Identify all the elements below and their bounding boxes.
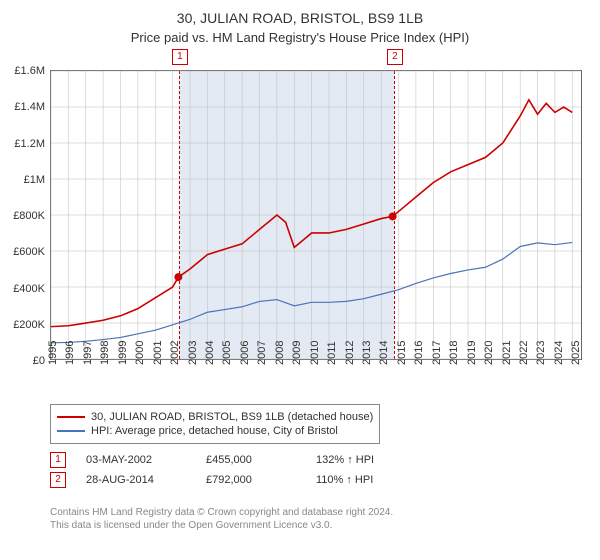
plot-svg [51, 71, 581, 359]
x-tick-label: 2025 [570, 341, 582, 365]
y-tick-label: £800K [13, 210, 45, 222]
sale-point-1 [174, 273, 182, 281]
y-tick-label: £200K [13, 319, 45, 331]
x-tick-label: 2018 [448, 341, 460, 365]
legend: 30, JULIAN ROAD, BRISTOL, BS9 1LB (detac… [50, 404, 380, 444]
legend-swatch-hpi [57, 430, 85, 432]
x-tick-label: 2003 [187, 341, 199, 365]
sale-price: £455,000 [206, 454, 296, 466]
sale-index: 1 [50, 452, 66, 468]
x-tick-label: 1999 [117, 341, 129, 365]
sale-delta: 110% ↑ HPI [316, 474, 373, 486]
x-tick-label: 2016 [413, 341, 425, 365]
x-tick-label: 2023 [535, 341, 547, 365]
title-sub: Price paid vs. HM Land Registry's House … [0, 30, 600, 45]
sale-row: 1 03-MAY-2002 £455,000 132% ↑ HPI [50, 452, 374, 468]
y-tick-label: £1M [24, 174, 45, 186]
x-tick-label: 2014 [378, 341, 390, 365]
marker-box-1: 1 [172, 49, 188, 65]
x-tick-label: 2004 [204, 341, 216, 365]
credits-line2: This data is licensed under the Open Gov… [50, 519, 393, 532]
x-tick-label: 2008 [274, 341, 286, 365]
y-tick-label: £1.4M [14, 101, 45, 113]
x-tick-label: 2024 [553, 341, 565, 365]
x-tick-label: 2012 [344, 341, 356, 365]
y-tick-label: £1.2M [14, 138, 45, 150]
y-tick-label: £0 [33, 355, 45, 367]
x-tick-label: 2017 [431, 341, 443, 365]
sale-date: 03-MAY-2002 [86, 454, 186, 466]
x-tick-label: 2021 [501, 341, 513, 365]
x-tick-label: 2013 [361, 341, 373, 365]
x-tick-label: 1995 [47, 341, 59, 365]
legend-label-property: 30, JULIAN ROAD, BRISTOL, BS9 1LB (detac… [91, 411, 373, 423]
sale-delta: 132% ↑ HPI [316, 454, 374, 466]
y-tick-label: £400K [13, 283, 45, 295]
x-tick-label: 1998 [99, 341, 111, 365]
x-tick-label: 2011 [326, 341, 338, 365]
sales-table: 1 03-MAY-2002 £455,000 132% ↑ HPI 2 28-AUG-20… [50, 448, 374, 492]
x-tick-label: 2009 [291, 341, 303, 365]
x-tick-label: 2015 [396, 341, 408, 365]
y-tick-label: £600K [13, 246, 45, 258]
legend-item-property: 30, JULIAN ROAD, BRISTOL, BS9 1LB (detac… [57, 411, 373, 423]
legend-item-hpi: HPI: Average price, detached house, City… [57, 425, 373, 437]
x-tick-label: 2000 [134, 341, 146, 365]
x-tick-label: 2010 [309, 341, 321, 365]
sale-date: 28-AUG-2014 [86, 474, 186, 486]
legend-swatch-property [57, 416, 85, 418]
x-tick-label: 1996 [64, 341, 76, 365]
x-tick-label: 2007 [256, 341, 268, 365]
sale-row: 2 28-AUG-2014 £792,000 110% ↑ HPI [50, 472, 374, 488]
sale-price: £792,000 [206, 474, 296, 486]
x-tick-label: 2019 [466, 341, 478, 365]
x-tick-label: 2020 [483, 341, 495, 365]
chart-container: 30, JULIAN ROAD, BRISTOL, BS9 1LB Price … [0, 0, 600, 560]
x-tick-label: 2022 [518, 341, 530, 365]
titles: 30, JULIAN ROAD, BRISTOL, BS9 1LB Price … [0, 0, 600, 45]
marker-box-2: 2 [387, 49, 403, 65]
sale-point-2 [389, 212, 397, 220]
plot-area: 12£0£200K£400K£600K£800K£1M£1.2M£1.4M£1.… [50, 70, 582, 360]
x-tick-label: 2001 [152, 341, 164, 365]
legend-label-hpi: HPI: Average price, detached house, City… [91, 425, 338, 437]
x-tick-label: 2005 [221, 341, 233, 365]
title-main: 30, JULIAN ROAD, BRISTOL, BS9 1LB [0, 10, 600, 26]
credits-line1: Contains HM Land Registry data © Crown c… [50, 506, 393, 519]
x-tick-label: 1997 [82, 341, 94, 365]
sale-index: 2 [50, 472, 66, 488]
credits: Contains HM Land Registry data © Crown c… [50, 506, 393, 532]
x-tick-label: 2002 [169, 341, 181, 365]
x-tick-label: 2006 [239, 341, 251, 365]
y-tick-label: £1.6M [14, 65, 45, 77]
